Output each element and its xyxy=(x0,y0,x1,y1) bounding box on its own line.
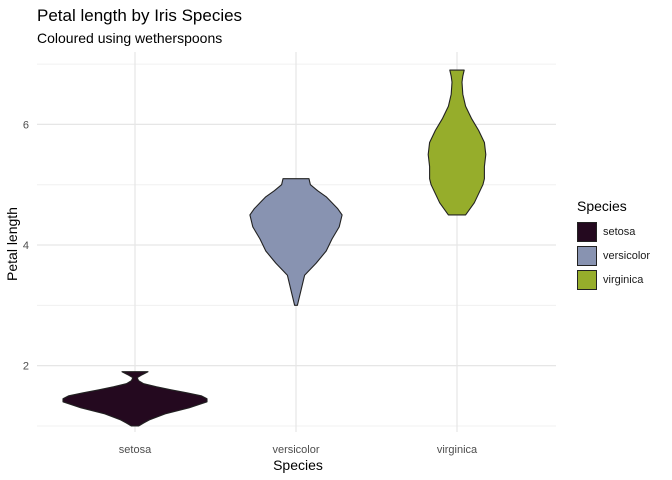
x-tick-label-versicolor: versicolor xyxy=(272,444,319,456)
legend-label-virginica: virginica xyxy=(603,274,644,286)
y-axis-label: Petal length xyxy=(4,207,20,281)
chart-title: Petal length by Iris Species xyxy=(37,6,243,25)
violins xyxy=(62,69,487,427)
y-axis-ticks: 2 4 6 xyxy=(23,119,29,372)
chart-subtitle: Coloured using wetherspoons xyxy=(37,30,223,46)
y-tick-label: 6 xyxy=(23,119,29,131)
x-tick-label-setosa: setosa xyxy=(119,444,152,456)
legend: Species setosa versicolor virginica xyxy=(577,198,650,292)
violin-versicolor xyxy=(249,178,343,306)
legend-title: Species xyxy=(577,198,627,214)
legend-item-virginica: virginica xyxy=(577,268,650,292)
violin-virginica xyxy=(427,69,487,216)
legend-item-setosa: setosa xyxy=(577,220,650,244)
legend-key-versicolor xyxy=(577,246,597,266)
x-axis-ticks: setosa versicolor virginica xyxy=(119,444,478,456)
y-tick-label: 4 xyxy=(23,240,29,252)
y-tick-label: 2 xyxy=(23,361,29,373)
legend-key-setosa xyxy=(577,222,597,242)
x-tick-label-virginica: virginica xyxy=(437,444,478,456)
legend-label-versicolor: versicolor xyxy=(603,250,651,262)
violin-setosa xyxy=(62,371,208,427)
legend-label-setosa: setosa xyxy=(603,226,636,238)
legend-item-versicolor: versicolor xyxy=(577,244,650,268)
x-axis-label: Species xyxy=(273,457,323,473)
legend-key-virginica xyxy=(577,270,597,290)
